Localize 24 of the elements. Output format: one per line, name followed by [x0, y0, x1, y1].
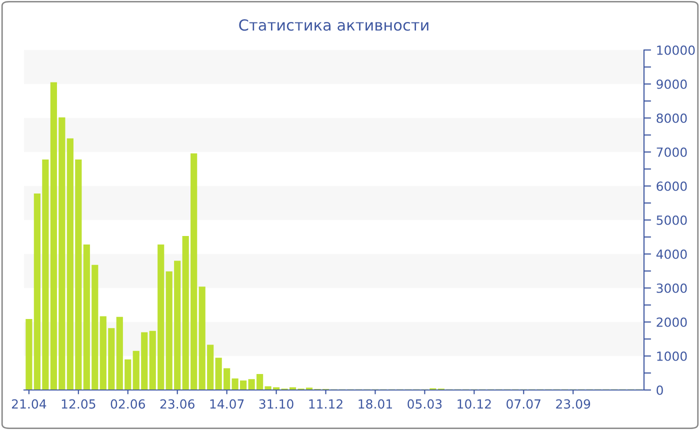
x-tick-label: 31.10 — [259, 399, 294, 409]
x-tick-label: 05.03 — [408, 399, 442, 409]
y-tick-label: 7000 — [656, 147, 687, 157]
y-tick-label: 8000 — [656, 113, 687, 123]
y-tick-label: 0 — [656, 385, 663, 395]
x-tick-label: 21.04 — [12, 399, 46, 409]
y-tick-label: 10000 — [657, 45, 695, 55]
x-tick-label: 11.12 — [309, 399, 342, 409]
x-tick-label: 07.07 — [506, 399, 540, 409]
y-tick-label: 1000 — [657, 351, 687, 361]
chart-title: Статистика активности — [239, 19, 428, 31]
x-tick-label: 12.05 — [62, 399, 96, 409]
y-tick-label: 6000 — [656, 181, 687, 191]
x-tick-label: 02.06 — [110, 399, 145, 409]
y-tick-label: 9000 — [656, 79, 687, 89]
y-tick-label: 4000 — [656, 249, 687, 259]
x-tick-label: 23.09 — [556, 399, 590, 409]
y-tick-label: 3000 — [656, 283, 687, 293]
x-tick-label: 18.01 — [358, 399, 392, 409]
y-tick-label: 5000 — [656, 215, 687, 225]
y-tick-label: 2000 — [656, 317, 687, 327]
x-tick-label: 14.07 — [210, 399, 244, 409]
x-tick-label: 23.06 — [160, 399, 194, 409]
x-tick-label: 10.12 — [458, 399, 491, 409]
